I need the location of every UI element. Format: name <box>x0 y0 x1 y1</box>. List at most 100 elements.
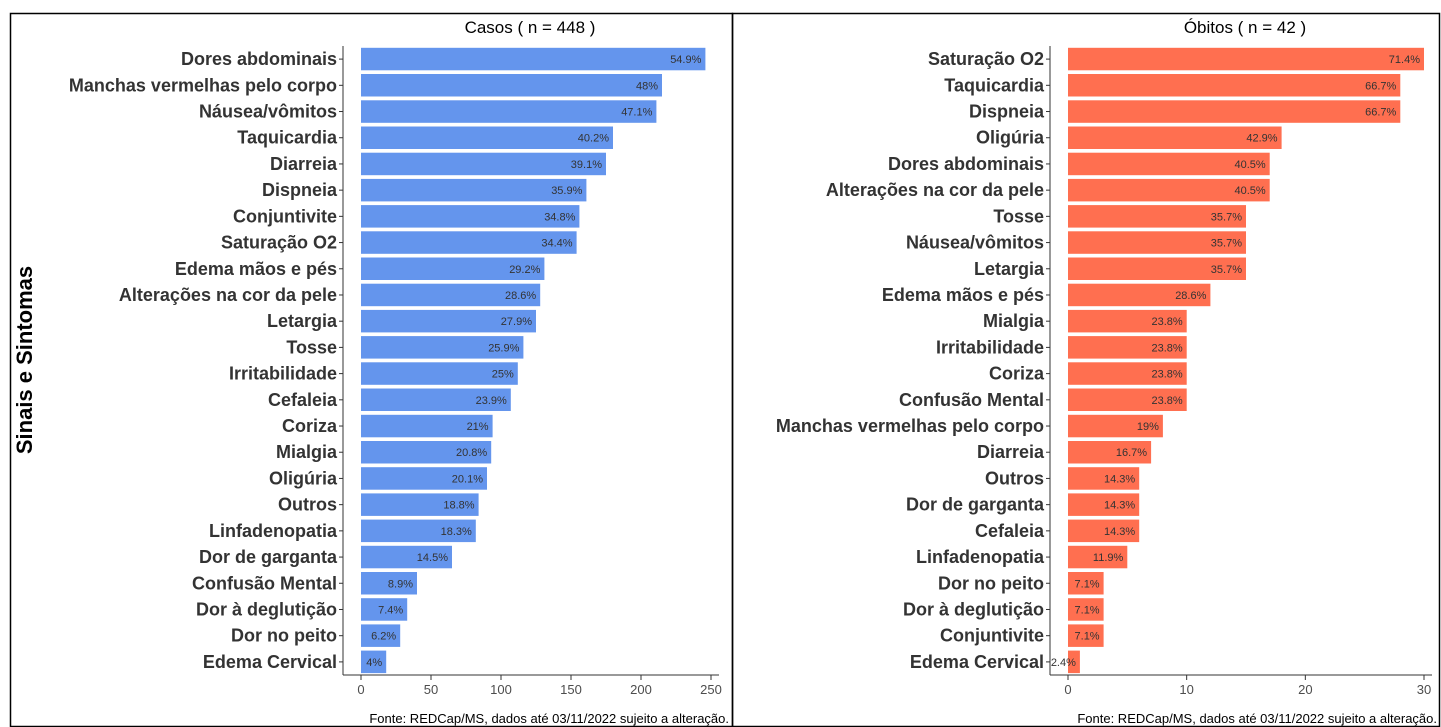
bar-value-label: 66.7% <box>1365 107 1396 119</box>
bar <box>361 545 452 569</box>
category-label: Tosse <box>993 206 1044 226</box>
bar-value-label: 66.7% <box>1365 80 1396 92</box>
category-label: Taquicardia <box>237 128 338 148</box>
bar <box>1068 152 1270 176</box>
bar <box>361 309 536 333</box>
bar-value-label: 23.9% <box>476 395 507 407</box>
category-label: Alterações na cor da pele <box>826 180 1044 200</box>
bar <box>1068 336 1187 359</box>
bar <box>1068 650 1080 674</box>
bar-value-label: 21% <box>467 421 489 433</box>
deaths-panel: Saturação O2 71.4% Taquicardia 66.7% Dispnei… <box>776 46 1432 697</box>
bar-value-label: 47.1% <box>621 107 652 119</box>
bar <box>1068 283 1211 307</box>
category-label: Edema Cervical <box>910 652 1044 672</box>
bar <box>1068 545 1128 569</box>
category-label: Edema mãos e pés <box>882 285 1044 305</box>
bar-value-label: 23.8% <box>1151 342 1182 354</box>
category-label: Dor no peito <box>231 626 337 646</box>
x-tick-label: 150 <box>560 682 582 697</box>
bar <box>361 126 613 149</box>
bar-value-label: 8.9% <box>388 578 413 590</box>
bar-value-label: 11.9% <box>1093 552 1124 564</box>
bar-value-label: 14.3% <box>1104 473 1135 485</box>
category-label: Conjuntivite <box>940 626 1044 646</box>
bar-value-label: 7.1% <box>1075 578 1100 590</box>
bar <box>1068 572 1104 595</box>
bar <box>361 47 706 71</box>
bar <box>361 467 487 490</box>
category-label: Cefaleia <box>975 521 1045 541</box>
bar-value-label: 25.9% <box>488 342 519 354</box>
category-label: Letargia <box>267 311 338 331</box>
category-label: Náusea/vômitos <box>199 102 337 122</box>
category-label: Irritabilidade <box>936 337 1044 357</box>
bar <box>1068 309 1187 333</box>
category-label: Outros <box>278 495 337 515</box>
bar-value-label: 14.3% <box>1104 500 1135 512</box>
category-label: Taquicardia <box>944 75 1045 95</box>
bar <box>1068 598 1104 621</box>
bar-value-label: 34.4% <box>541 238 572 250</box>
bar <box>1068 388 1187 411</box>
bar-value-label: 35.7% <box>1211 211 1242 223</box>
bar <box>361 205 580 228</box>
category-label: Linfadenopatia <box>916 547 1045 567</box>
bar <box>361 414 493 438</box>
bar-value-label: 71.4% <box>1389 54 1420 66</box>
x-tick-label: 30 <box>1417 682 1431 697</box>
bar <box>361 178 587 202</box>
cases-panel: Dores abdominais 54.9% Manchas vermelhas p… <box>69 46 722 697</box>
bar-value-label: 23.8% <box>1151 369 1182 381</box>
category-label: Confusão Mental <box>192 573 337 593</box>
bar-value-label: 27.9% <box>501 316 532 328</box>
bar-value-label: 35.7% <box>1211 238 1242 250</box>
left-source-note: Fonte: REDCap/MS, dados até 03/11/2022 s… <box>369 711 729 726</box>
bar-value-label: 20.8% <box>456 447 487 459</box>
category-label: Oligúria <box>976 128 1045 148</box>
bar-value-label: 40.5% <box>1234 185 1265 197</box>
bar-value-label: 2.4% <box>1051 657 1076 669</box>
x-tick-label: 200 <box>630 682 652 697</box>
x-tick-label: 10 <box>1179 682 1193 697</box>
bar-value-label: 35.7% <box>1211 264 1242 276</box>
bar <box>361 493 479 516</box>
category-label: Coriza <box>282 416 338 436</box>
bar-value-label: 19% <box>1137 421 1159 433</box>
category-label: Irritabilidade <box>229 364 337 384</box>
x-tick-label: 0 <box>357 682 364 697</box>
category-label: Tosse <box>286 337 337 357</box>
bar-value-label: 40.2% <box>578 133 609 145</box>
bar-value-label: 18.3% <box>441 526 472 538</box>
bar-value-label: 23.8% <box>1151 395 1182 407</box>
bar-value-label: 7.1% <box>1075 604 1100 616</box>
bar-value-label: 14.3% <box>1104 526 1135 538</box>
category-label: Coriza <box>989 364 1045 384</box>
bar-value-label: 35.9% <box>551 185 582 197</box>
category-label: Mialgia <box>983 311 1045 331</box>
left-panel-title: Casos ( n = 448 ) <box>465 18 596 37</box>
category-label: Dispneia <box>969 102 1045 122</box>
category-label: Saturação O2 <box>221 233 337 253</box>
bar-value-label: 39.1% <box>571 159 602 171</box>
bar <box>1068 205 1246 228</box>
bar <box>361 624 401 647</box>
category-label: Manchas vermelhas pelo corpo <box>776 416 1044 436</box>
bar <box>1068 257 1246 280</box>
x-tick-label: 20 <box>1298 682 1312 697</box>
category-label: Cefaleia <box>268 390 338 410</box>
bar-value-label: 16.7% <box>1116 447 1147 459</box>
bar <box>361 650 387 674</box>
category-label: Letargia <box>974 259 1045 279</box>
bar <box>1068 467 1140 490</box>
bar-value-label: 7.4% <box>378 604 403 616</box>
category-label: Conjuntivite <box>233 206 337 226</box>
bar <box>361 362 518 385</box>
category-label: Edema Cervical <box>203 652 337 672</box>
bar <box>361 231 577 254</box>
right-source-note: Fonte: REDCap/MS, dados até 03/11/2022 s… <box>1077 711 1437 726</box>
bar <box>361 283 541 307</box>
category-label: Oligúria <box>269 468 338 488</box>
bar <box>361 336 524 359</box>
